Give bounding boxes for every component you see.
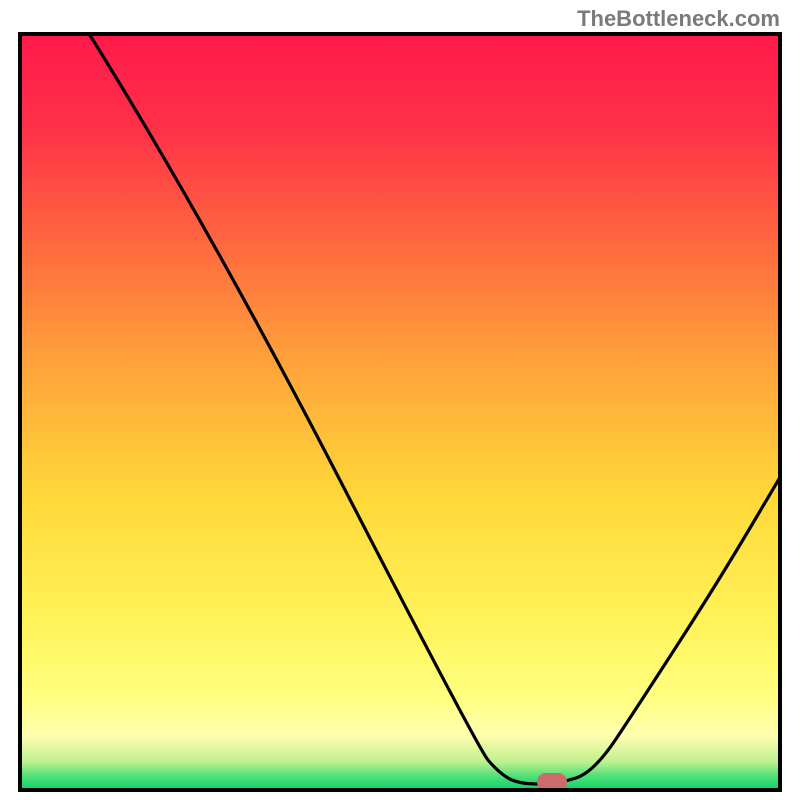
plot-border-right [778,32,782,792]
plot-border-bottom [18,788,782,792]
gradient-background [22,36,778,788]
plot-border-top [18,32,782,36]
watermark-text: TheBottleneck.com [577,6,780,32]
plot-border-left [18,32,22,792]
plot-area [18,32,782,792]
